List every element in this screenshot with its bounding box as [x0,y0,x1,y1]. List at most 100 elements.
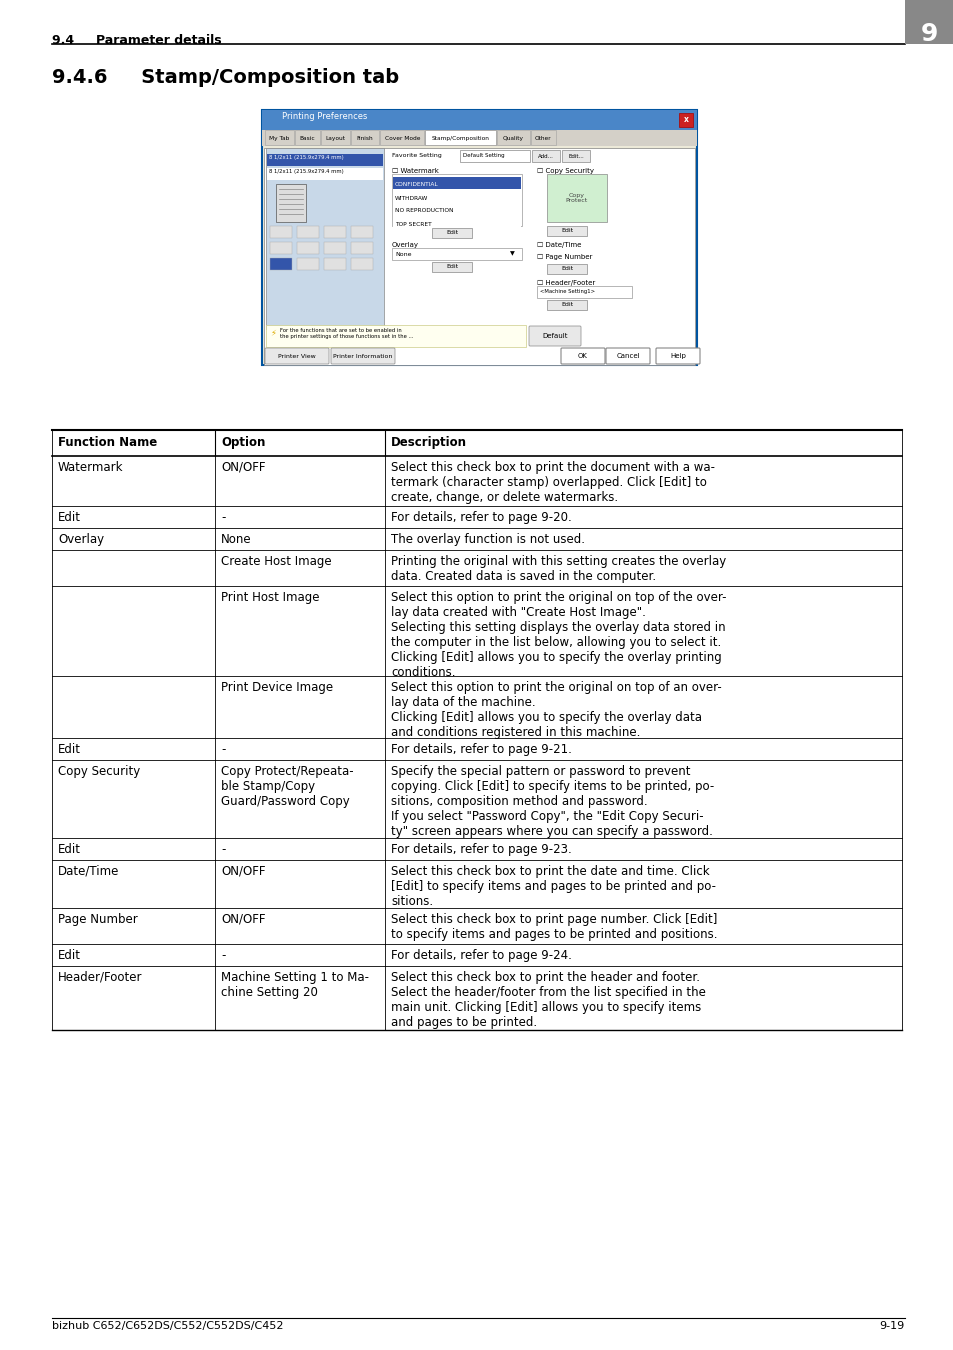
FancyBboxPatch shape [294,130,319,144]
Text: Print Device Image: Print Device Image [221,680,333,694]
Text: Select this check box to print the document with a wa-
termark (character stamp): Select this check box to print the docum… [391,460,714,504]
Text: Select this check box to print the date and time. Click
[Edit] to specify items : Select this check box to print the date … [391,865,716,909]
FancyBboxPatch shape [262,130,697,146]
FancyBboxPatch shape [393,216,520,228]
Text: ☐ Date/Time: ☐ Date/Time [537,242,580,248]
Text: ON/OFF: ON/OFF [221,865,265,878]
Text: NO REPRODUCTION: NO REPRODUCTION [395,208,453,213]
FancyBboxPatch shape [267,154,382,166]
FancyBboxPatch shape [270,258,292,270]
Text: My Tab: My Tab [269,136,290,140]
FancyBboxPatch shape [530,130,555,144]
Text: Favorite Setting: Favorite Setting [392,154,441,158]
Text: Select this option to print the original on top of an over-
lay data of the mach: Select this option to print the original… [391,680,721,738]
Text: Date/Time: Date/Time [58,865,119,878]
FancyBboxPatch shape [392,174,521,225]
FancyBboxPatch shape [656,348,700,364]
Text: Printing the original with this setting creates the overlay
data. Created data i: Printing the original with this setting … [391,555,725,583]
Text: WITHDRAW: WITHDRAW [395,196,428,201]
FancyBboxPatch shape [265,348,329,364]
Text: Printer View: Printer View [278,354,315,359]
Text: -: - [221,949,225,963]
FancyBboxPatch shape [904,0,953,45]
FancyBboxPatch shape [432,262,472,271]
Text: None: None [395,251,411,256]
Text: The overlay function is not used.: The overlay function is not used. [391,533,584,545]
FancyBboxPatch shape [425,130,496,144]
Text: -: - [221,842,225,856]
Text: ▼: ▼ [509,251,514,256]
Text: Stamp/Composition: Stamp/Composition [432,136,489,140]
Text: Default: Default [541,333,567,339]
Text: ON/OFF: ON/OFF [221,913,265,926]
Text: Finish: Finish [356,136,373,140]
FancyBboxPatch shape [393,202,520,215]
Text: Layout: Layout [325,136,345,140]
Text: Edit: Edit [58,842,81,856]
Text: 8 1/2x11 (215.9x279.4 mm): 8 1/2x11 (215.9x279.4 mm) [269,155,343,161]
Text: ⚡: ⚡ [270,328,275,338]
Text: bizhub C652/C652DS/C552/C552DS/C452: bizhub C652/C652DS/C552/C552DS/C452 [52,1322,283,1331]
Text: -: - [221,743,225,756]
FancyBboxPatch shape [432,228,472,238]
Text: Printer Information: Printer Information [333,354,393,359]
FancyBboxPatch shape [392,248,521,261]
FancyBboxPatch shape [351,242,373,254]
FancyBboxPatch shape [265,130,294,144]
Text: Edit: Edit [58,949,81,963]
FancyBboxPatch shape [546,265,586,274]
FancyBboxPatch shape [560,348,604,364]
Text: 8 1/2x11 (215.9x279.4 mm): 8 1/2x11 (215.9x279.4 mm) [269,170,343,174]
FancyBboxPatch shape [393,177,520,189]
Text: Copy Protect/Repeata-
ble Stamp/Copy
Guard/Password Copy: Copy Protect/Repeata- ble Stamp/Copy Gua… [221,765,354,809]
FancyBboxPatch shape [546,225,586,236]
Text: Watermark: Watermark [58,460,123,474]
FancyBboxPatch shape [296,258,318,270]
FancyBboxPatch shape [331,348,395,364]
Text: Machine Setting 1 to Ma-
chine Setting 20: Machine Setting 1 to Ma- chine Setting 2… [221,971,369,999]
FancyBboxPatch shape [324,258,346,270]
Text: Copy Security: Copy Security [58,765,140,778]
Text: Overlay: Overlay [392,242,418,248]
FancyBboxPatch shape [270,242,292,254]
FancyBboxPatch shape [605,348,649,364]
Text: Edit: Edit [560,266,573,271]
Text: 9.4.6     Stamp/Composition tab: 9.4.6 Stamp/Composition tab [52,68,398,86]
Text: OK: OK [578,352,587,359]
Text: -: - [221,512,225,524]
Text: Copy
Protect: Copy Protect [565,193,587,204]
Text: Page Number: Page Number [58,913,137,926]
Text: Other: Other [535,136,551,140]
Text: Edit: Edit [58,512,81,524]
Text: 9.4     Parameter details: 9.4 Parameter details [52,34,221,47]
FancyBboxPatch shape [679,113,692,127]
Text: Printing Preferences: Printing Preferences [282,112,367,122]
Text: CONFIDENTIAL: CONFIDENTIAL [395,182,438,188]
FancyBboxPatch shape [275,184,306,221]
Text: 9: 9 [920,22,937,46]
FancyBboxPatch shape [262,109,697,364]
FancyBboxPatch shape [546,174,606,221]
Text: Select this check box to print page number. Click [Edit]
to specify items and pa: Select this check box to print page numb… [391,913,717,941]
Text: TOP SECRET: TOP SECRET [395,221,431,227]
FancyBboxPatch shape [324,225,346,238]
FancyBboxPatch shape [561,150,589,162]
Text: Add...: Add... [537,154,554,158]
Text: Overlay: Overlay [58,533,104,545]
Text: ☐ Copy Security: ☐ Copy Security [537,167,594,174]
FancyBboxPatch shape [267,167,382,180]
FancyBboxPatch shape [324,242,346,254]
Text: For details, refer to page 9-20.: For details, refer to page 9-20. [391,512,571,524]
Text: 9-19: 9-19 [879,1322,904,1331]
Text: Function Name: Function Name [58,436,157,450]
Text: Default Setting: Default Setting [462,154,504,158]
Text: Description: Description [391,436,467,450]
Text: Edit: Edit [560,302,573,308]
FancyBboxPatch shape [537,286,631,298]
Text: For details, refer to page 9-24.: For details, refer to page 9-24. [391,949,571,963]
FancyBboxPatch shape [266,148,384,329]
Text: Edit: Edit [445,265,457,270]
Text: Help: Help [669,352,685,359]
Text: Select this option to print the original on top of the over-
lay data created wi: Select this option to print the original… [391,591,726,679]
Text: None: None [221,533,252,545]
